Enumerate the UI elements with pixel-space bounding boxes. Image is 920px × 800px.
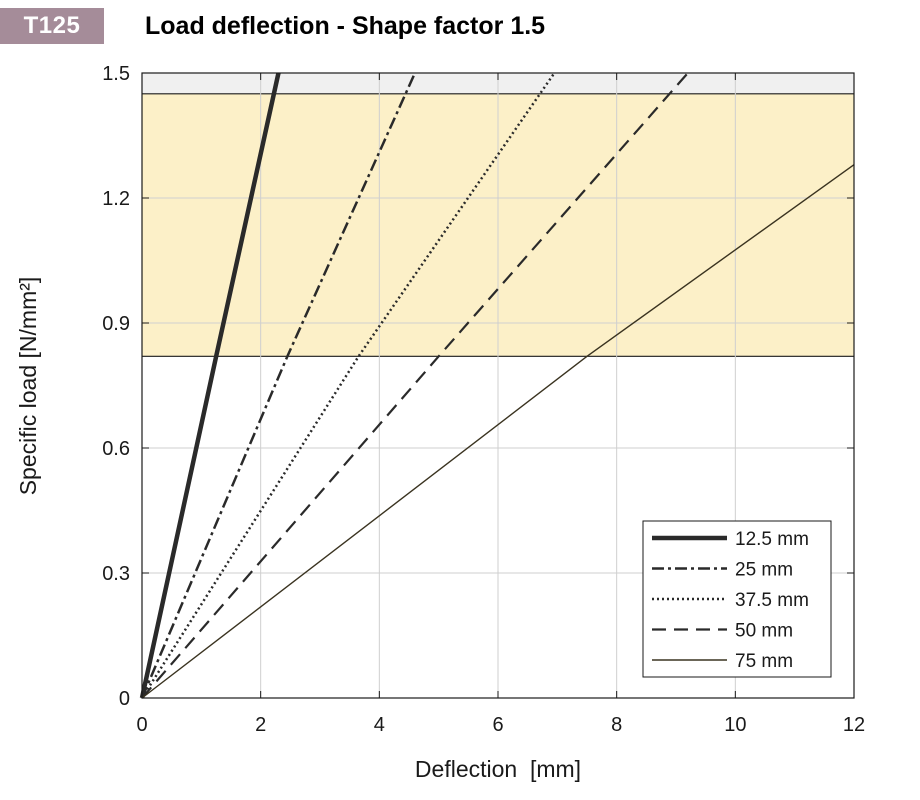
figure-id-badge: T125	[0, 8, 104, 44]
y-tick-label: 0.9	[102, 313, 130, 335]
x-tick-label: 0	[136, 714, 147, 736]
legend-label: 37.5 mm	[735, 590, 809, 611]
legend-box	[642, 520, 832, 678]
y-tick-label: 1.2	[102, 188, 130, 210]
series-line-1	[139, 72, 281, 699]
series-line-4	[141, 72, 689, 699]
x-tick-label: 12	[843, 714, 865, 736]
x-tick-label: 2	[255, 714, 266, 736]
chart-title: Load deflection - Shape factor 1.5	[145, 12, 546, 40]
legend: 12.5 mm 25 mm 37.5 mm 50 mm 75 mm	[642, 520, 832, 678]
x-axis-label: Deflection [mm]	[415, 756, 581, 782]
y-tick-label: 0.3	[102, 563, 130, 585]
series-line-2	[140, 72, 417, 699]
x-tick-label: 8	[611, 714, 622, 736]
y-tick-label: 0.6	[102, 438, 130, 460]
x-tick-label: 4	[374, 714, 385, 736]
x-tick-label: 6	[492, 714, 503, 736]
legend-label: 12.5 mm	[735, 529, 809, 550]
legend-label: 75 mm	[735, 651, 793, 672]
series-line-5	[141, 164, 855, 699]
x-tick-label: 10	[724, 714, 746, 736]
legend-label: 25 mm	[735, 560, 793, 581]
y-tick-label: 1.5	[102, 63, 130, 85]
y-tick-label: 0	[119, 688, 130, 710]
y-axis-label: Specific load [N/mm²]	[15, 277, 41, 496]
legend-label: 50 mm	[735, 621, 793, 642]
